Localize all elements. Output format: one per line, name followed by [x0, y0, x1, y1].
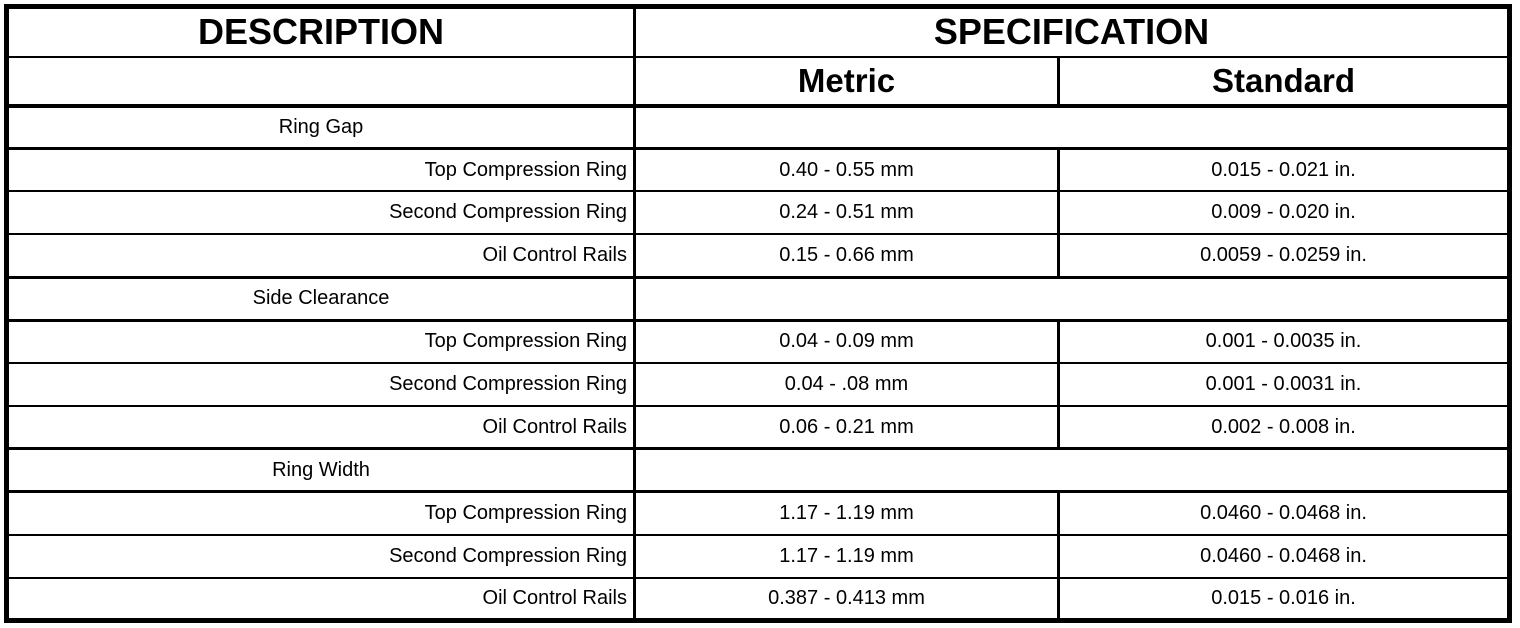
standard-value: 0.0460 - 0.0468 in.	[1057, 533, 1511, 579]
metric-column-header: Metric	[633, 55, 1060, 108]
section-spec-empty	[633, 275, 1511, 322]
header-row-units: Metric Standard	[5, 55, 1511, 108]
metric-value: 0.387 - 0.413 mm	[633, 576, 1060, 622]
standard-value: 0.015 - 0.021 in.	[1057, 147, 1511, 193]
standard-column-header: Standard	[1057, 55, 1511, 108]
row-description: Oil Control Rails	[5, 576, 636, 622]
standard-value: 0.001 - 0.0031 in.	[1057, 362, 1511, 407]
header-row-main: DESCRIPTION SPECIFICATION	[5, 5, 1511, 58]
table-row: Second Compression Ring 1.17 - 1.19 mm 0…	[5, 533, 1511, 579]
table-row: Top Compression Ring 0.40 - 0.55 mm 0.01…	[5, 147, 1511, 193]
section-title: Ring Gap	[5, 104, 636, 150]
table-row: Oil Control Rails 0.06 - 0.21 mm 0.002 -…	[5, 404, 1511, 450]
section-row-side-clearance: Side Clearance	[5, 275, 1511, 322]
section-title: Ring Width	[5, 447, 636, 494]
metric-value: 0.04 - .08 mm	[633, 362, 1060, 407]
metric-value: 0.40 - 0.55 mm	[633, 147, 1060, 193]
description-column-header: DESCRIPTION	[5, 5, 636, 58]
row-description: Oil Control Rails	[5, 233, 636, 279]
row-description: Second Compression Ring	[5, 362, 636, 407]
standard-value: 0.009 - 0.020 in.	[1057, 190, 1511, 236]
standard-value: 0.001 - 0.0035 in.	[1057, 319, 1511, 365]
row-description: Second Compression Ring	[5, 190, 636, 236]
table-row: Oil Control Rails 0.387 - 0.413 mm 0.015…	[5, 576, 1511, 622]
table-row: Oil Control Rails 0.15 - 0.66 mm 0.0059 …	[5, 233, 1511, 279]
metric-value: 0.04 - 0.09 mm	[633, 319, 1060, 365]
metric-value: 0.24 - 0.51 mm	[633, 190, 1060, 236]
standard-value: 0.015 - 0.016 in.	[1057, 576, 1511, 622]
section-title: Side Clearance	[5, 275, 636, 322]
section-spec-empty	[633, 447, 1511, 494]
row-description: Top Compression Ring	[5, 147, 636, 193]
metric-value: 1.17 - 1.19 mm	[633, 490, 1060, 536]
metric-value: 1.17 - 1.19 mm	[633, 533, 1060, 579]
row-description: Oil Control Rails	[5, 404, 636, 450]
specification-column-header: SPECIFICATION	[633, 5, 1511, 58]
standard-value: 0.0059 - 0.0259 in.	[1057, 233, 1511, 279]
standard-value: 0.0460 - 0.0468 in.	[1057, 490, 1511, 536]
metric-value: 0.06 - 0.21 mm	[633, 404, 1060, 450]
section-row-ring-gap: Ring Gap	[5, 104, 1511, 150]
table-row: Top Compression Ring 0.04 - 0.09 mm 0.00…	[5, 319, 1511, 365]
spec-table: DESCRIPTION SPECIFICATION Metric Standar…	[4, 4, 1512, 623]
standard-value: 0.002 - 0.008 in.	[1057, 404, 1511, 450]
section-spec-empty	[633, 104, 1511, 150]
table-row: Second Compression Ring 0.04 - .08 mm 0.…	[5, 362, 1511, 407]
row-description: Top Compression Ring	[5, 490, 636, 536]
empty-header-cell	[5, 55, 636, 108]
section-row-ring-width: Ring Width	[5, 447, 1511, 494]
table-row: Top Compression Ring 1.17 - 1.19 mm 0.04…	[5, 490, 1511, 536]
metric-value: 0.15 - 0.66 mm	[633, 233, 1060, 279]
row-description: Second Compression Ring	[5, 533, 636, 579]
row-description: Top Compression Ring	[5, 319, 636, 365]
table-row: Second Compression Ring 0.24 - 0.51 mm 0…	[5, 190, 1511, 236]
